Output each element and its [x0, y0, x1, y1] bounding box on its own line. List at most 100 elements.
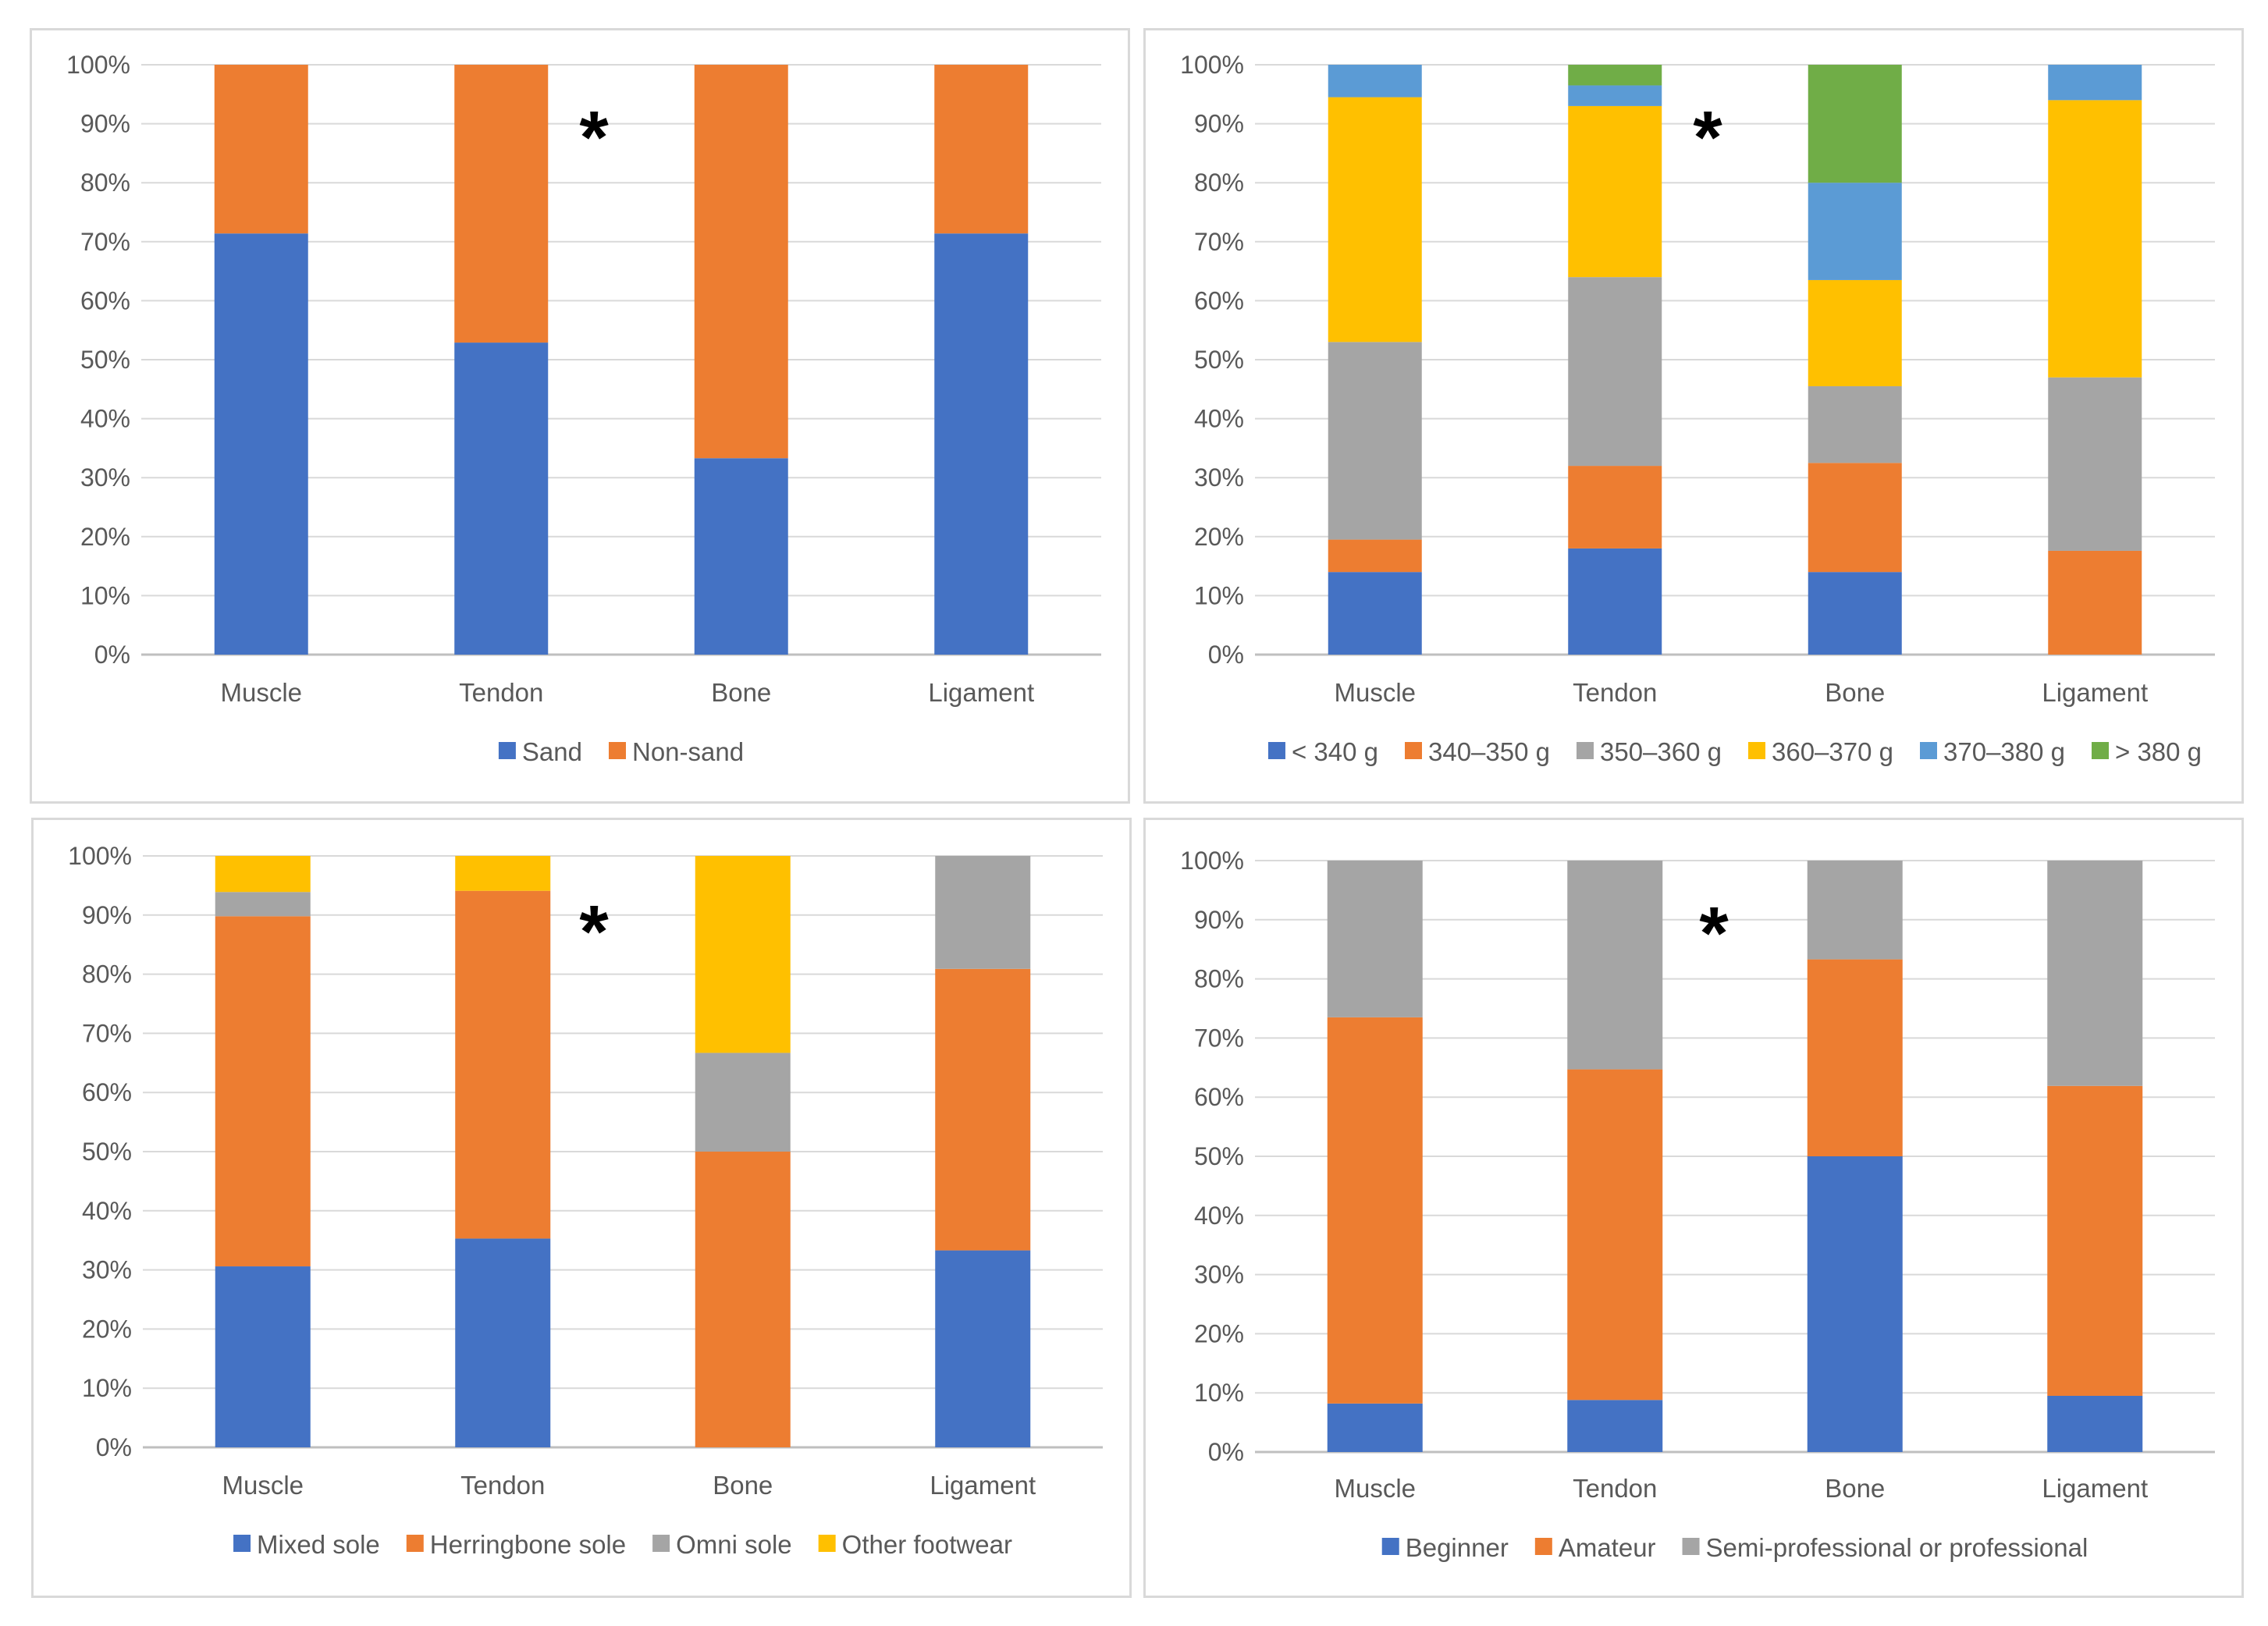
y-tick-label: 30%	[80, 463, 130, 492]
x-category-label: Bone	[713, 1471, 773, 1500]
y-tick-label: 50%	[80, 346, 130, 374]
legend: Mixed sole Herringbone sole Omni sole Other…	[233, 1530, 1012, 1559]
y-tick-label: 80%	[1194, 169, 1244, 197]
legend-label: Amateur	[1559, 1533, 1656, 1562]
bar-segment	[1568, 105, 1662, 278]
legend-label: Sand	[522, 737, 582, 766]
bar-segment	[695, 1152, 791, 1447]
bar-segment	[1807, 959, 1903, 1156]
bar-segment	[2047, 1085, 2143, 1396]
chart-panel-ball-weight: 0% 10% 20% 30% 40% 50% 60% 70% 80% 90% 100% Muscle T…	[1143, 28, 2244, 804]
bar-segment	[1327, 1403, 1423, 1452]
bar-segment	[215, 916, 311, 1267]
bar-segment	[1328, 342, 1422, 540]
bar-segment	[215, 1266, 311, 1447]
legend-swatch	[1920, 742, 1937, 759]
y-tick-label: 50%	[82, 1138, 132, 1166]
y-tick-label: 80%	[80, 169, 130, 197]
y-tick-label: 50%	[1194, 1142, 1244, 1170]
significance-asterisk: *	[579, 96, 609, 179]
y-tick-label: 0%	[96, 1433, 132, 1461]
bar-segment	[934, 233, 1029, 655]
y-tick-label: 80%	[82, 960, 132, 989]
x-category-label: Muscle	[1334, 678, 1416, 707]
legend-label: Semi-professional or professional	[1706, 1533, 2088, 1562]
bar-segment	[1328, 97, 1422, 343]
x-category-label: Muscle	[1334, 1474, 1416, 1503]
legend-swatch	[652, 1535, 670, 1552]
x-category-label: Tendon	[460, 1471, 545, 1500]
chart-svg-ball-surface: 0% 10% 20% 30% 40% 50% 60% 70% 80% 90% 100% Muscle T…	[66, 51, 1101, 766]
legend: < 340 g 340–350 g 350–360 g 360–370 g 370–38…	[1267, 737, 2202, 766]
bar-segment	[2047, 861, 2143, 1086]
y-tick-label: 70%	[1194, 228, 1244, 256]
bar-segment	[1567, 1069, 1663, 1401]
legend-label: 340–350 g	[1428, 737, 1550, 766]
y-tick-label: 60%	[1194, 286, 1244, 314]
bar-segment	[1568, 466, 1662, 549]
legend-swatch	[818, 1535, 836, 1552]
legend-label: Non-sand	[632, 737, 744, 766]
x-category-label: Tendon	[1573, 1474, 1657, 1503]
y-tick-label: 90%	[1194, 110, 1244, 138]
bar-segment	[1808, 65, 1902, 183]
bar-segment	[1568, 277, 1662, 467]
legend-swatch	[1381, 1538, 1399, 1555]
bar-segment	[1808, 279, 1902, 387]
bar-segment	[1328, 65, 1422, 98]
y-tick-label: 40%	[1194, 1202, 1244, 1230]
y-tick-label: 10%	[82, 1374, 132, 1402]
bar-segment	[1808, 463, 1902, 573]
legend-swatch	[406, 1535, 424, 1552]
bar-segment	[1568, 85, 1662, 106]
bar-segment	[1808, 183, 1902, 280]
bar-segment	[455, 856, 551, 891]
x-category-label: Bone	[1825, 678, 1885, 707]
bar-segment	[215, 856, 311, 893]
y-tick-label: 80%	[1194, 965, 1244, 993]
legend-label: 370–380 g	[1943, 737, 2065, 766]
x-category-label: Bone	[711, 678, 771, 707]
bar-segment	[1567, 861, 1663, 1070]
x-category-label: Muscle	[220, 678, 302, 707]
y-tick-label: 20%	[1194, 1319, 1244, 1347]
legend-label: > 380 g	[2115, 737, 2202, 766]
chart-svg-skill-level: 0% 10% 20% 30% 40% 50% 60% 70% 80% 90% 100% Muscle T…	[1180, 847, 2215, 1562]
legend-swatch	[1267, 742, 1285, 759]
bar-segment	[1328, 572, 1422, 655]
legend-label: Omni sole	[676, 1530, 792, 1559]
bar-segment	[1568, 65, 1662, 86]
bar-segment	[455, 1238, 551, 1447]
y-tick-label: 60%	[82, 1078, 132, 1106]
y-tick-label: 30%	[1194, 1261, 1244, 1289]
bar-segment	[454, 343, 549, 655]
legend-swatch	[1748, 742, 1765, 759]
y-tick-label: 20%	[80, 523, 130, 551]
bar-segment	[695, 1053, 791, 1152]
x-category-label: Tendon	[1573, 678, 1657, 707]
y-tick-label: 60%	[80, 286, 130, 314]
y-tick-label: 0%	[1208, 1438, 1244, 1466]
y-tick-label: 90%	[80, 110, 130, 138]
y-tick-label: 10%	[80, 581, 130, 609]
x-category-label: Bone	[1825, 1474, 1885, 1503]
bar-segment	[695, 856, 791, 1053]
legend-swatch	[233, 1535, 251, 1552]
x-category-label: Tendon	[459, 678, 543, 707]
bar-segment	[1807, 1156, 1903, 1452]
legend-label: 350–360 g	[1600, 737, 1722, 766]
legend-swatch	[1405, 742, 1422, 759]
legend-swatch	[1534, 1538, 1552, 1555]
significance-asterisk: *	[1699, 892, 1729, 975]
bar-segment	[1808, 386, 1902, 463]
y-tick-label: 10%	[1194, 1379, 1244, 1407]
significance-asterisk: *	[1693, 96, 1722, 179]
chart-panel-ball-surface: 0% 10% 20% 30% 40% 50% 60% 70% 80% 90% 100% Muscle T…	[30, 28, 1130, 804]
bar-segment	[934, 65, 1029, 234]
chart-panel-footwear: 0% 10% 20% 30% 40% 50% 60% 70% 80% 90% 100% Muscle T…	[31, 818, 1132, 1598]
legend-label: < 340 g	[1292, 737, 1378, 766]
bar-segment	[1567, 1400, 1663, 1452]
legend-label: Mixed sole	[257, 1530, 380, 1559]
y-tick-label: 100%	[1180, 51, 1244, 79]
legend-label: Beginner	[1406, 1533, 1509, 1562]
